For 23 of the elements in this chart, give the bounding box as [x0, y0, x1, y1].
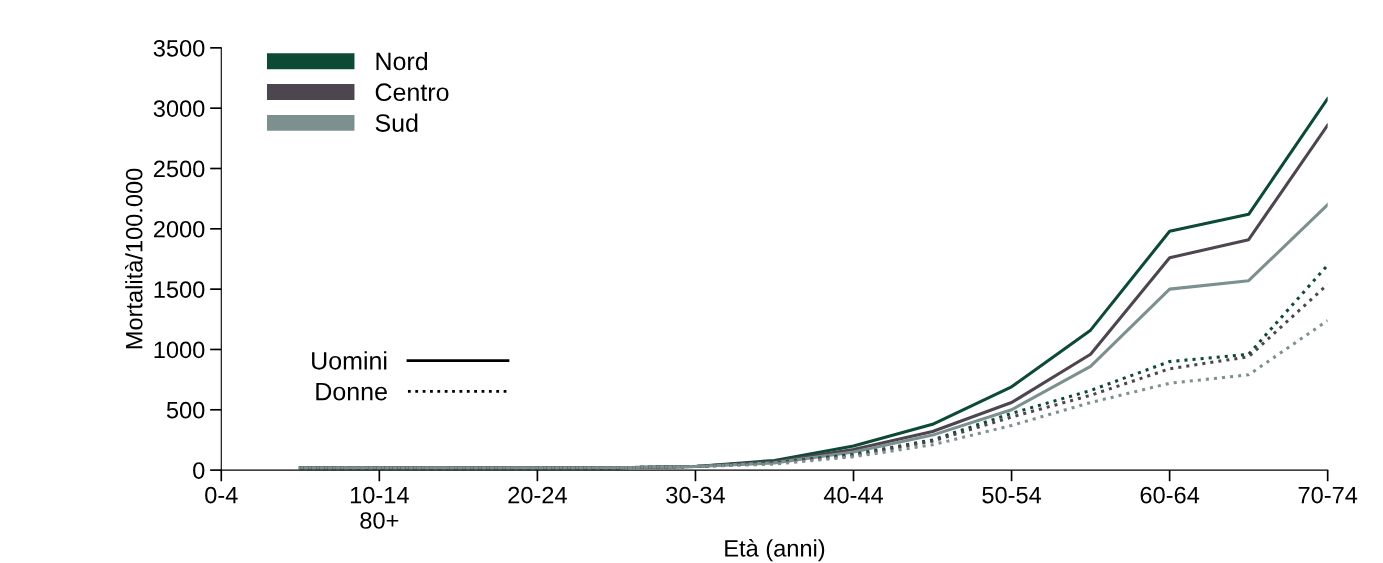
legend-label: Sud: [375, 113, 418, 132]
x-tick-label: 70-74: [1298, 486, 1358, 504]
x-axis-title: Età (anni): [725, 539, 825, 562]
y-tick-label: 1000: [154, 341, 205, 359]
y-tick-label: 1500: [154, 281, 205, 298]
legend-label: Centro: [375, 83, 449, 102]
legend-label: Nord: [376, 51, 428, 71]
annotation: Uomini: [312, 351, 387, 370]
x-tick-label: 60-64: [1140, 486, 1200, 504]
y-tick-label: 0: [193, 462, 205, 479]
x-tick-label: 40-44: [823, 486, 884, 504]
y-tick-label: 500: [166, 401, 205, 419]
x-tick-label: 30-34: [666, 486, 725, 504]
x-tick-label: 20-24: [508, 486, 567, 504]
y-axis-title: Mortalità/100.000: [124, 168, 143, 349]
annotation: Donne: [316, 382, 387, 401]
y-tick-label: 3500: [153, 39, 205, 57]
x-tick-label: 10-14 80+: [350, 486, 409, 529]
y-tick-label: 2000: [153, 220, 205, 238]
x-tick-label: 0-4: [205, 486, 238, 504]
y-tick-label: 3000: [153, 100, 205, 117]
y-tick-label: 2500: [153, 160, 205, 178]
x-tick-label: 50-54: [982, 486, 1042, 504]
